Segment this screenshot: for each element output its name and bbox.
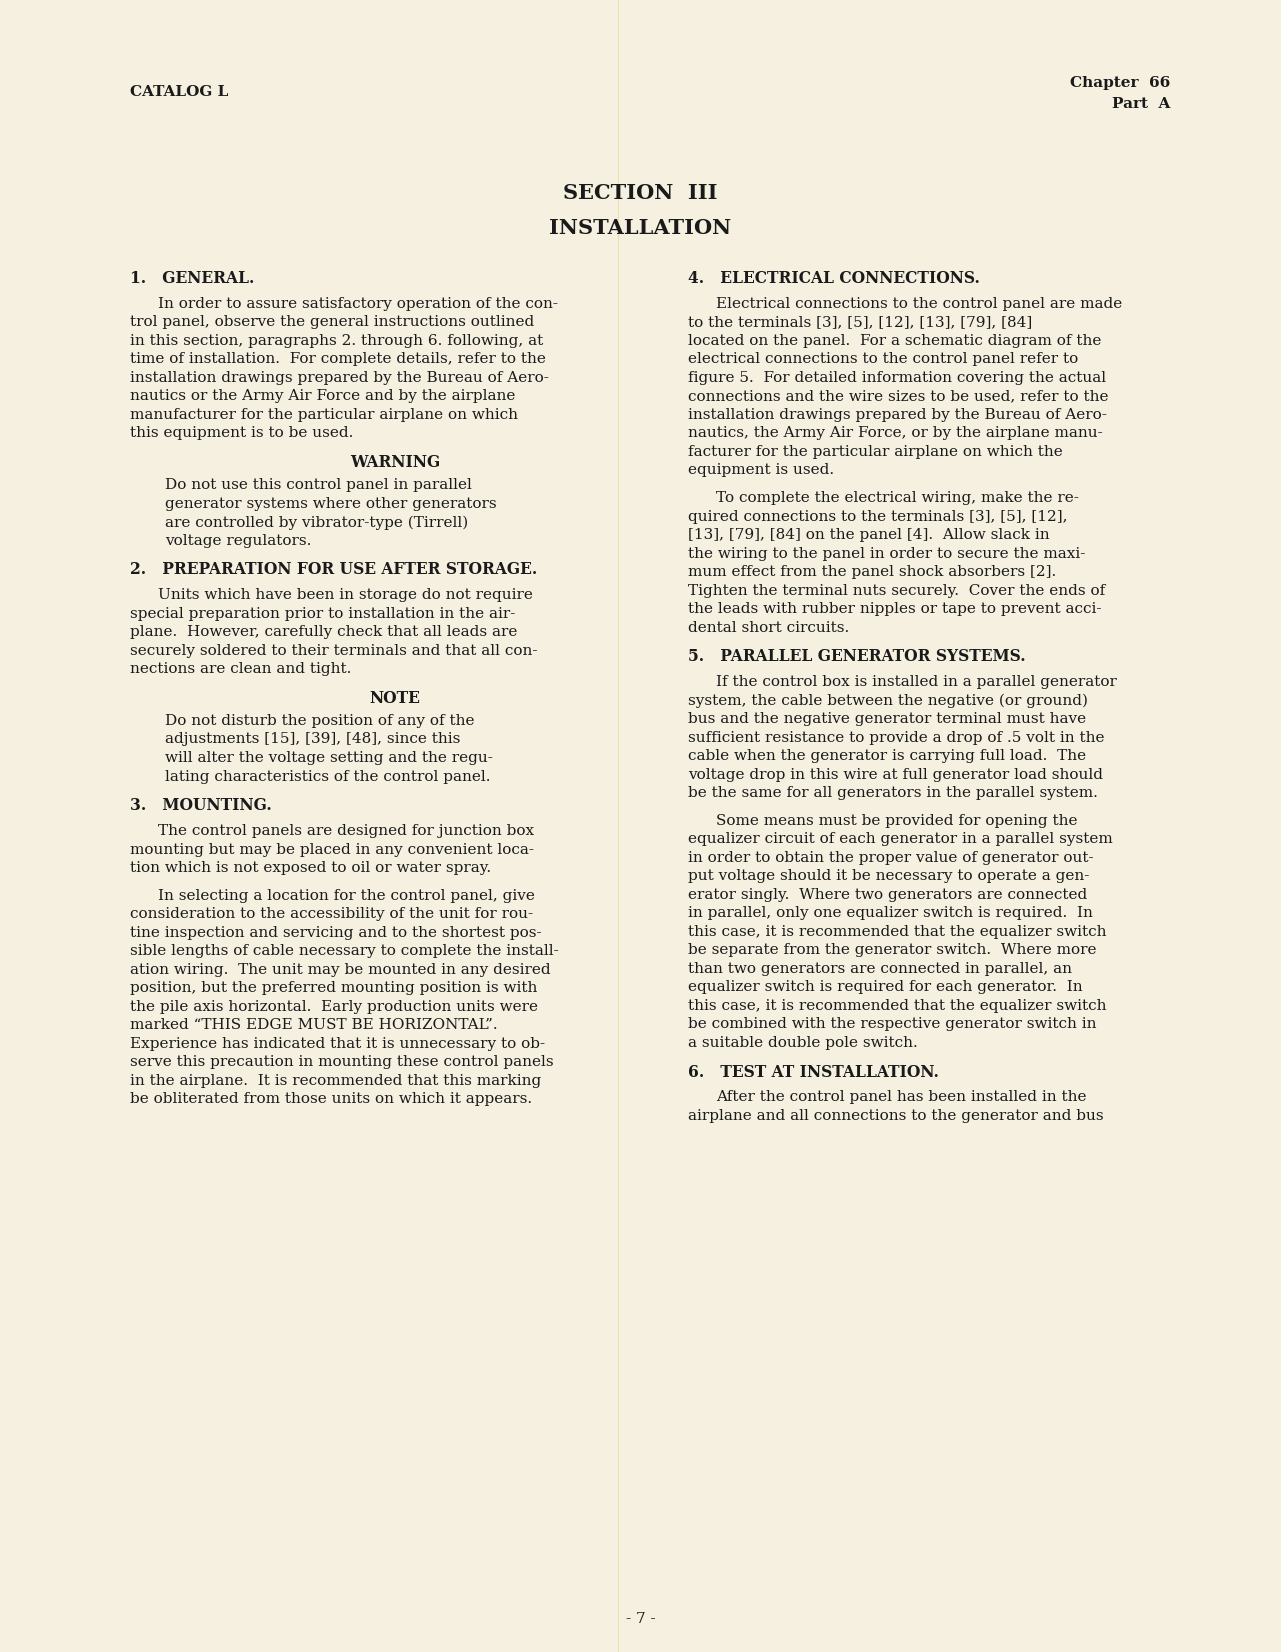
Text: installation drawings prepared by the Bureau of Aero-: installation drawings prepared by the Bu… [688, 408, 1107, 421]
Text: Tighten the terminal nuts securely.  Cover the ends of: Tighten the terminal nuts securely. Cove… [688, 583, 1106, 598]
Text: Do not disturb the position of any of the: Do not disturb the position of any of th… [165, 714, 474, 729]
Text: manufacturer for the particular airplane on which: manufacturer for the particular airplane… [129, 408, 518, 421]
Text: time of installation.  For complete details, refer to the: time of installation. For complete detai… [129, 352, 546, 367]
Text: ation wiring.  The unit may be mounted in any desired: ation wiring. The unit may be mounted in… [129, 963, 551, 976]
Text: marked “THIS EDGE MUST BE HORIZONTAL”.: marked “THIS EDGE MUST BE HORIZONTAL”. [129, 1018, 497, 1032]
Text: in the airplane.  It is recommended that this marking: in the airplane. It is recommended that … [129, 1074, 542, 1087]
Text: cable when the generator is carrying full load.  The: cable when the generator is carrying ful… [688, 748, 1086, 763]
Text: be separate from the generator switch.  Where more: be separate from the generator switch. W… [688, 943, 1097, 958]
Text: special preparation prior to installation in the air-: special preparation prior to installatio… [129, 606, 515, 621]
Text: 2.   PREPARATION FOR USE AFTER STORAGE.: 2. PREPARATION FOR USE AFTER STORAGE. [129, 562, 537, 578]
Text: 3.   MOUNTING.: 3. MOUNTING. [129, 798, 272, 814]
Text: serve this precaution in mounting these control panels: serve this precaution in mounting these … [129, 1056, 553, 1069]
Text: 5.   PARALLEL GENERATOR SYSTEMS.: 5. PARALLEL GENERATOR SYSTEMS. [688, 648, 1026, 666]
Text: INSTALLATION: INSTALLATION [550, 218, 731, 238]
Text: To complete the electrical wiring, make the re-: To complete the electrical wiring, make … [716, 491, 1079, 506]
Text: After the control panel has been installed in the: After the control panel has been install… [716, 1090, 1086, 1105]
Text: put voltage should it be necessary to operate a gen-: put voltage should it be necessary to op… [688, 869, 1089, 884]
Text: facturer for the particular airplane on which the: facturer for the particular airplane on … [688, 444, 1063, 459]
Text: nautics or the Army Air Force and by the airplane: nautics or the Army Air Force and by the… [129, 390, 515, 403]
Text: be combined with the respective generator switch in: be combined with the respective generato… [688, 1018, 1097, 1031]
Text: equalizer switch is required for each generator.  In: equalizer switch is required for each ge… [688, 980, 1082, 995]
Text: NOTE: NOTE [369, 691, 420, 707]
Text: The control panels are designed for junction box: The control panels are designed for junc… [158, 824, 534, 838]
Text: to the terminals [3], [5], [12], [13], [79], [84]: to the terminals [3], [5], [12], [13], [… [688, 316, 1032, 329]
Text: tine inspection and servicing and to the shortest pos-: tine inspection and servicing and to the… [129, 925, 542, 940]
Text: will alter the voltage setting and the regu-: will alter the voltage setting and the r… [165, 752, 493, 765]
Text: be obliterated from those units on which it appears.: be obliterated from those units on which… [129, 1092, 532, 1107]
Text: plane.  However, carefully check that all leads are: plane. However, carefully check that all… [129, 624, 518, 639]
Text: a suitable double pole switch.: a suitable double pole switch. [688, 1036, 917, 1051]
Text: sible lengths of cable necessary to complete the install-: sible lengths of cable necessary to comp… [129, 945, 559, 958]
Text: this equipment is to be used.: this equipment is to be used. [129, 426, 354, 441]
Text: bus and the negative generator terminal must have: bus and the negative generator terminal … [688, 712, 1086, 727]
Text: the wiring to the panel in order to secure the maxi-: the wiring to the panel in order to secu… [688, 547, 1085, 560]
Text: than two generators are connected in parallel, an: than two generators are connected in par… [688, 961, 1072, 976]
Text: tion which is not exposed to oil or water spray.: tion which is not exposed to oil or wate… [129, 861, 491, 876]
Text: In order to assure satisfactory operation of the con-: In order to assure satisfactory operatio… [158, 297, 559, 311]
Text: nections are clean and tight.: nections are clean and tight. [129, 662, 351, 676]
Text: Some means must be provided for opening the: Some means must be provided for opening … [716, 814, 1077, 828]
Text: the pile axis horizontal.  Early production units were: the pile axis horizontal. Early producti… [129, 999, 538, 1014]
Text: voltage regulators.: voltage regulators. [165, 534, 311, 547]
Text: quired connections to the terminals [3], [5], [12],: quired connections to the terminals [3],… [688, 509, 1067, 524]
Text: in this section, paragraphs 2. through 6. following, at: in this section, paragraphs 2. through 6… [129, 334, 543, 349]
Text: SECTION  III: SECTION III [564, 183, 717, 203]
Text: this case, it is recommended that the equalizer switch: this case, it is recommended that the eq… [688, 925, 1107, 938]
Text: sufficient resistance to provide a drop of .5 volt in the: sufficient resistance to provide a drop … [688, 730, 1104, 745]
Text: are controlled by vibrator-type (Tirrell): are controlled by vibrator-type (Tirrell… [165, 515, 469, 530]
Text: position, but the preferred mounting position is with: position, but the preferred mounting pos… [129, 981, 537, 995]
Text: voltage drop in this wire at full generator load should: voltage drop in this wire at full genera… [688, 768, 1103, 781]
Text: this case, it is recommended that the equalizer switch: this case, it is recommended that the eq… [688, 999, 1107, 1013]
Text: trol panel, observe the general instructions outlined: trol panel, observe the general instruct… [129, 316, 534, 329]
Text: Electrical connections to the control panel are made: Electrical connections to the control pa… [716, 297, 1122, 311]
Text: installation drawings prepared by the Bureau of Aero-: installation drawings prepared by the Bu… [129, 370, 548, 385]
Text: CATALOG L: CATALOG L [129, 84, 228, 99]
Text: 1.   GENERAL.: 1. GENERAL. [129, 269, 255, 287]
Text: in parallel, only one equalizer switch is required.  In: in parallel, only one equalizer switch i… [688, 907, 1093, 920]
Text: [13], [79], [84] on the panel [4].  Allow slack in: [13], [79], [84] on the panel [4]. Allow… [688, 529, 1049, 542]
Text: In selecting a location for the control panel, give: In selecting a location for the control … [158, 889, 535, 904]
Text: - 7 -: - 7 - [625, 1612, 656, 1626]
Text: mounting but may be placed in any convenient loca-: mounting but may be placed in any conven… [129, 843, 534, 857]
Text: 6.   TEST AT INSTALLATION.: 6. TEST AT INSTALLATION. [688, 1064, 939, 1080]
Text: nautics, the Army Air Force, or by the airplane manu-: nautics, the Army Air Force, or by the a… [688, 426, 1103, 441]
Text: WARNING: WARNING [350, 454, 441, 471]
Text: figure 5.  For detailed information covering the actual: figure 5. For detailed information cover… [688, 370, 1106, 385]
Text: consideration to the accessibility of the unit for rou-: consideration to the accessibility of th… [129, 907, 533, 922]
Text: Part  A: Part A [1112, 97, 1170, 111]
Text: If the control box is installed in a parallel generator: If the control box is installed in a par… [716, 676, 1117, 689]
Text: Chapter  66: Chapter 66 [1070, 76, 1170, 89]
Text: airplane and all connections to the generator and bus: airplane and all connections to the gene… [688, 1108, 1104, 1123]
Text: the leads with rubber nipples or tape to prevent acci-: the leads with rubber nipples or tape to… [688, 601, 1102, 616]
Text: adjustments [15], [39], [48], since this: adjustments [15], [39], [48], since this [165, 732, 460, 747]
Text: be the same for all generators in the parallel system.: be the same for all generators in the pa… [688, 786, 1098, 800]
Text: electrical connections to the control panel refer to: electrical connections to the control pa… [688, 352, 1079, 367]
Text: located on the panel.  For a schematic diagram of the: located on the panel. For a schematic di… [688, 334, 1102, 349]
Text: equalizer circuit of each generator in a parallel system: equalizer circuit of each generator in a… [688, 833, 1113, 846]
Text: erator singly.  Where two generators are connected: erator singly. Where two generators are … [688, 887, 1088, 902]
Text: equipment is used.: equipment is used. [688, 463, 834, 477]
Text: mum effect from the panel shock absorbers [2].: mum effect from the panel shock absorber… [688, 565, 1057, 580]
Text: system, the cable between the negative (or ground): system, the cable between the negative (… [688, 694, 1088, 709]
Text: Do not use this control panel in parallel: Do not use this control panel in paralle… [165, 477, 471, 492]
Text: connections and the wire sizes to be used, refer to the: connections and the wire sizes to be use… [688, 390, 1108, 403]
Text: lating characteristics of the control panel.: lating characteristics of the control pa… [165, 770, 491, 783]
Text: securely soldered to their terminals and that all con-: securely soldered to their terminals and… [129, 644, 538, 657]
Text: in order to obtain the proper value of generator out-: in order to obtain the proper value of g… [688, 851, 1094, 866]
Text: generator systems where other generators: generator systems where other generators [165, 497, 497, 510]
Text: Experience has indicated that it is unnecessary to ob-: Experience has indicated that it is unne… [129, 1037, 546, 1051]
Text: dental short circuits.: dental short circuits. [688, 621, 849, 634]
Text: Units which have been in storage do not require: Units which have been in storage do not … [158, 588, 533, 603]
Text: 4.   ELECTRICAL CONNECTIONS.: 4. ELECTRICAL CONNECTIONS. [688, 269, 980, 287]
